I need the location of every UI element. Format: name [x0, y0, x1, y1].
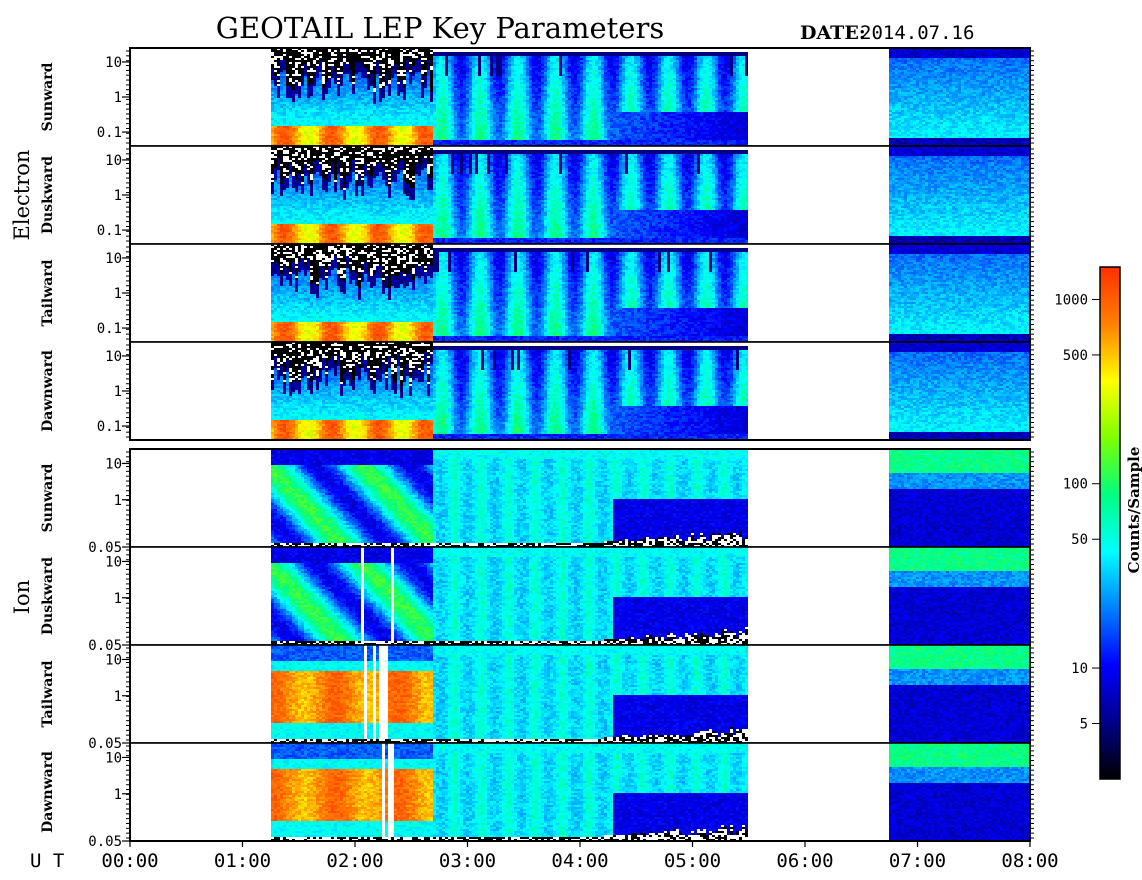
- panel-label-dawnward: Dawnward: [40, 751, 56, 833]
- x-tick-label: 08:00: [1001, 850, 1058, 872]
- group-label-ion: Ion: [10, 580, 34, 614]
- y-tick-label: 0.05: [88, 834, 122, 850]
- y-tick-label: 1: [114, 384, 122, 400]
- heatmap-canvas: [130, 244, 1030, 342]
- panel-ion-sunward: 10 1 0.05 Sunward: [40, 448, 1034, 556]
- y-tick-label: 1: [114, 591, 122, 607]
- panel-electron-duskward: 10 1 0.1 Duskward: [40, 145, 1034, 245]
- x-tick-label: 01:00: [214, 850, 271, 872]
- colorbar-tick-label: 1000: [1054, 292, 1088, 308]
- y-tick-label: 1: [114, 689, 122, 705]
- heatmap-canvas: [130, 743, 1030, 841]
- panel-electron-tailward: 10 1 0.1 Tailward: [40, 243, 1034, 343]
- panel-ion-dawnward: 10 1 0.05 Dawnward: [40, 742, 1034, 850]
- spectrogram-panels: 10 1 0.1 Sunward 10 1 0.1 Duskward 10 1 0.1 Tailwar…: [40, 47, 1034, 850]
- x-axis-tick-labels: 00:00 01:00 02:00 03:00 04:00 05:00 06:00 07:00…: [101, 841, 1059, 872]
- panel-ion-duskward: 10 1 0.05 Duskward: [40, 546, 1034, 654]
- heatmap-ion-sunward: [130, 449, 1030, 547]
- panel-electron-dawnward: 10 1 0.1 Dawnward: [40, 341, 1034, 441]
- colorbar: [1099, 266, 1121, 780]
- x-tick-label: 00:00: [101, 850, 158, 872]
- panel-label-duskward: Duskward: [40, 156, 56, 234]
- y-tick-label: 1: [114, 493, 122, 509]
- heatmap-canvas: [130, 146, 1030, 244]
- heatmap-electron-dawnward: [130, 342, 1030, 440]
- panel-label-sunward: Sunward: [40, 62, 56, 131]
- y-tick-label: 10: [105, 349, 122, 365]
- y-tick-label: 10: [105, 153, 122, 169]
- heatmap-canvas: [130, 547, 1030, 645]
- heatmap-ion-duskward: [130, 547, 1030, 645]
- y-tick-label: 0.1: [97, 419, 122, 435]
- colorbar-tick-label: 50: [1071, 532, 1088, 548]
- heatmap-electron-sunward: [130, 48, 1030, 146]
- colorbar-ticks: 5 10 50 100 500 1000: [1054, 292, 1100, 733]
- colorbar-label: Counts/Sample: [1125, 447, 1142, 574]
- date-value: 2014.07.16: [860, 22, 974, 44]
- ut-label: U T: [30, 850, 64, 872]
- x-tick-label: 07:00: [889, 850, 946, 872]
- y-tick-label: 10: [105, 750, 122, 766]
- y-tick-label: 0.05: [88, 540, 122, 556]
- group-label-electron: Electron: [10, 150, 34, 241]
- heatmap-ion-dawnward: [130, 743, 1030, 841]
- y-tick-label: 0.1: [97, 321, 122, 337]
- group-frame-electron: [129, 47, 1031, 441]
- x-tick-label: 05:00: [664, 850, 721, 872]
- panel-ion-tailward: 10 1 0.05 Tailward: [40, 644, 1034, 752]
- x-tick-label: 04:00: [551, 850, 608, 872]
- colorbar-tick-label: 500: [1063, 348, 1088, 364]
- panel-label-dawnward: Dawnward: [40, 350, 56, 432]
- heatmap-electron-duskward: [130, 146, 1030, 244]
- y-tick-label: 10: [105, 652, 122, 668]
- heatmap-canvas: [130, 342, 1030, 440]
- figure-title: GEOTAIL LEP Key Parameters: [216, 11, 664, 45]
- y-tick-label: 0.1: [97, 125, 122, 141]
- y-tick-label: 1: [114, 787, 122, 803]
- y-tick-label: 1: [114, 188, 122, 204]
- y-tick-label: 10: [105, 55, 122, 71]
- heatmap-canvas: [130, 449, 1030, 547]
- y-tick-label: 10: [105, 554, 122, 570]
- date-label: DATE:: [800, 22, 866, 44]
- y-tick-label: 1: [114, 90, 122, 106]
- x-tick-label: 02:00: [326, 850, 383, 872]
- colorbar-tick-label: 10: [1071, 661, 1088, 677]
- y-tick-label: 0.05: [88, 736, 122, 752]
- heatmap-canvas: [130, 48, 1030, 146]
- panel-electron-sunward: 10 1 0.1 Sunward: [40, 47, 1034, 147]
- panel-label-sunward: Sunward: [40, 463, 56, 532]
- y-tick-label: 1: [114, 286, 122, 302]
- x-tick-label: 06:00: [776, 850, 833, 872]
- x-tick-label: 03:00: [439, 850, 496, 872]
- y-tick-label: 0.05: [88, 638, 122, 654]
- heatmap-canvas: [130, 645, 1030, 743]
- panel-label-tailward: Tailward: [40, 259, 56, 326]
- panel-label-duskward: Duskward: [40, 557, 56, 635]
- heatmap-ion-tailward: [130, 645, 1030, 743]
- y-tick-label: 0.1: [97, 223, 122, 239]
- y-tick-label: 10: [105, 456, 122, 472]
- panel-label-tailward: Tailward: [40, 660, 56, 727]
- y-tick-label: 10: [105, 251, 122, 267]
- colorbar-tick-label: 100: [1063, 477, 1088, 493]
- heatmap-electron-tailward: [130, 244, 1030, 342]
- colorbar-tick-label: 5: [1080, 717, 1088, 733]
